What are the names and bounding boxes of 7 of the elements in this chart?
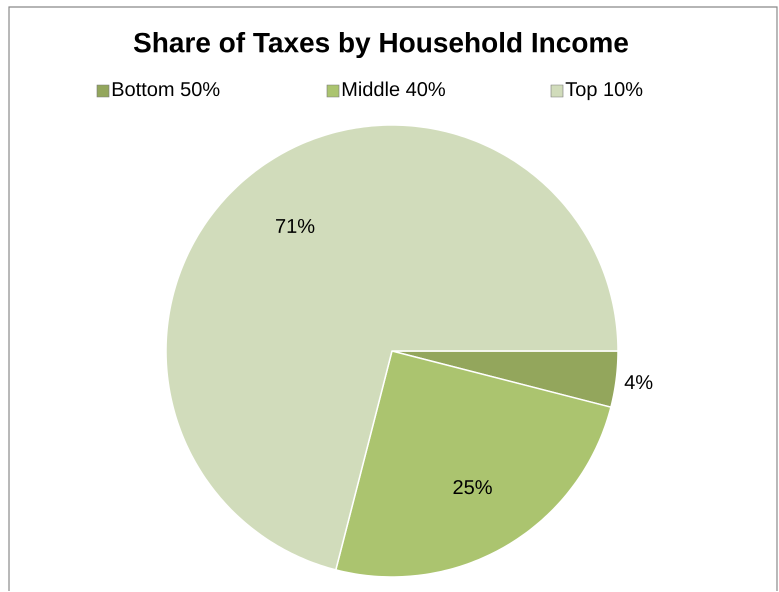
legend-label: Middle 40%	[342, 82, 445, 96]
data-label: 71%	[276, 219, 314, 234]
chart-title: Share of Taxes by Household Income	[134, 32, 628, 58]
data-label: 4%	[624, 375, 652, 390]
legend-label: Bottom 50%	[112, 82, 220, 96]
data-label: 25%	[454, 480, 492, 494]
legend-label: Top 10%	[566, 82, 642, 100]
